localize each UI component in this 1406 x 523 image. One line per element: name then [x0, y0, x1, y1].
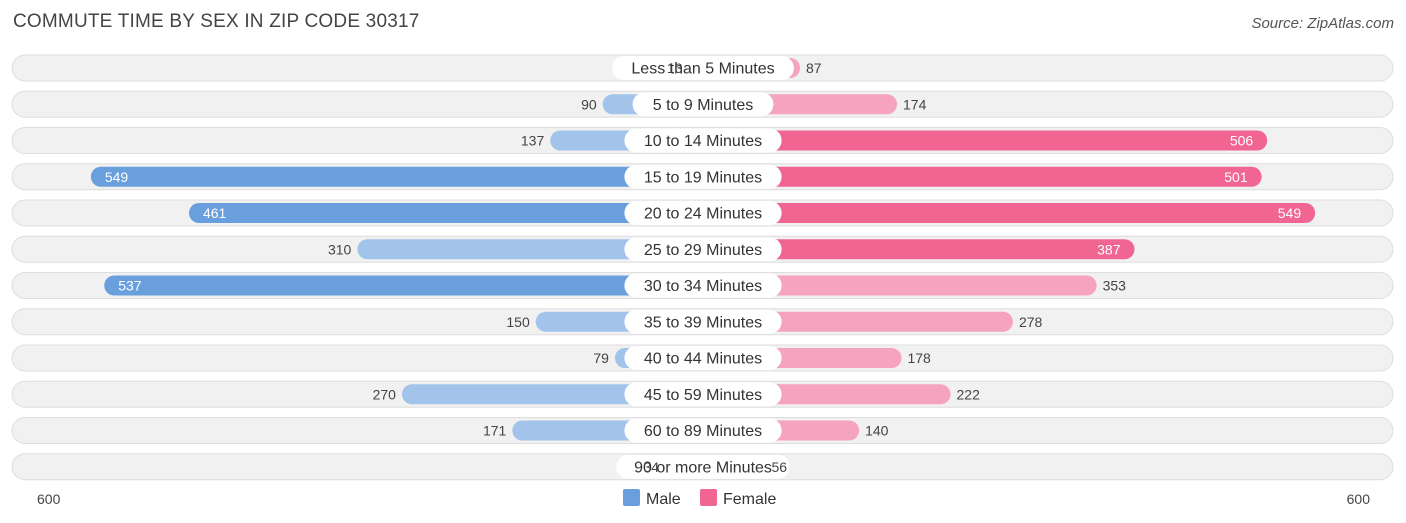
- male-value-label: 171: [483, 423, 507, 439]
- female-value-label: 178: [907, 350, 931, 366]
- chart-row: 15 to 19 Minutes 549 501: [11, 163, 1394, 191]
- male-value-label: 137: [521, 133, 545, 149]
- female-value-label: 56: [771, 459, 787, 475]
- female-value-label: 174: [903, 96, 927, 112]
- female-bar: [703, 275, 1097, 296]
- category-label-pill: [624, 237, 782, 262]
- legend-male-label: Male: [646, 491, 681, 508]
- category-label: 40 to 44 Minutes: [644, 351, 762, 368]
- category-label: 35 to 39 Minutes: [644, 314, 762, 331]
- axis-left-label: 600: [37, 491, 61, 507]
- male-value-label: 79: [593, 350, 609, 366]
- category-label-pill: [624, 128, 782, 153]
- male-value-label: 34: [644, 459, 660, 475]
- female-value-label: 222: [957, 386, 981, 402]
- category-label-pill: [632, 92, 774, 117]
- category-label-pill: [624, 418, 782, 443]
- category-label-pill: [624, 201, 782, 225]
- axis-right-label: 600: [1347, 491, 1371, 507]
- male-value-label: 310: [328, 241, 352, 257]
- category-label-pill: [624, 346, 782, 370]
- female-bar: [703, 239, 1135, 260]
- male-value-label: 90: [581, 96, 597, 112]
- legend: Male Female: [623, 489, 776, 508]
- male-bar: [188, 203, 704, 223]
- male-bar: [357, 239, 703, 260]
- male-bar: [104, 275, 704, 296]
- chart-row: 5 to 9 Minutes 90 174: [11, 90, 1394, 118]
- male-value-label: 150: [506, 314, 530, 330]
- legend-female-swatch: [700, 489, 717, 506]
- category-label-pill: [624, 309, 782, 334]
- category-label-pill: [616, 454, 790, 479]
- female-value-label: 278: [1019, 314, 1043, 330]
- female-value-label: 387: [1097, 241, 1121, 257]
- male-value-label: 549: [105, 169, 129, 185]
- chart-title: COMMUTE TIME BY SEX IN ZIP CODE 30317: [13, 11, 420, 32]
- category-label-pill: [624, 164, 782, 189]
- legend-female-label: Female: [723, 491, 776, 508]
- chart-row: 35 to 39 Minutes 150 278: [11, 308, 1394, 336]
- category-label: 30 to 34 Minutes: [644, 278, 762, 295]
- female-value-label: 140: [865, 423, 889, 439]
- female-value-label: 549: [1278, 205, 1302, 221]
- category-label: 10 to 14 Minutes: [644, 133, 762, 150]
- chart-row: 25 to 29 Minutes 310 387: [11, 235, 1394, 263]
- category-label: 15 to 19 Minutes: [644, 169, 762, 186]
- category-label: 5 to 9 Minutes: [653, 97, 754, 114]
- male-bar: [90, 166, 704, 187]
- chart-row: 40 to 44 Minutes 79 178: [11, 344, 1394, 372]
- category-label-pill: [612, 56, 794, 80]
- female-value-label: 353: [1103, 278, 1127, 294]
- legend-male-swatch: [623, 489, 640, 506]
- female-value-label: 501: [1224, 169, 1248, 185]
- female-value-label: 506: [1230, 133, 1254, 149]
- category-label-pill: [624, 273, 782, 298]
- chart-row: 20 to 24 Minutes 461 549: [11, 199, 1394, 227]
- category-label: 60 to 89 Minutes: [644, 423, 762, 440]
- male-value-label: 537: [118, 278, 142, 294]
- category-label: 20 to 24 Minutes: [644, 206, 762, 223]
- female-bar: [703, 130, 1268, 151]
- female-bar: [703, 203, 1316, 223]
- male-value-label: 270: [373, 386, 397, 402]
- female-bar: [703, 166, 1262, 187]
- chart-source: Source: ZipAtlas.com: [1251, 15, 1394, 32]
- category-label: 90 or more Minutes: [634, 459, 772, 476]
- category-label-pill: [624, 382, 782, 407]
- chart-row: 30 to 34 Minutes 537 353: [11, 272, 1394, 299]
- chart-row: 45 to 59 Minutes 270 222: [11, 380, 1394, 408]
- category-label: Less than 5 Minutes: [631, 61, 774, 78]
- female-value-label: 87: [806, 60, 822, 76]
- male-value-label: 461: [203, 205, 227, 221]
- male-value-label: 13: [667, 60, 683, 76]
- category-label: 25 to 29 Minutes: [644, 242, 762, 259]
- category-label: 45 to 59 Minutes: [644, 387, 762, 404]
- chart-row: 60 to 89 Minutes 171 140: [11, 417, 1394, 444]
- chart-row: 10 to 14 Minutes 137 506: [11, 127, 1394, 154]
